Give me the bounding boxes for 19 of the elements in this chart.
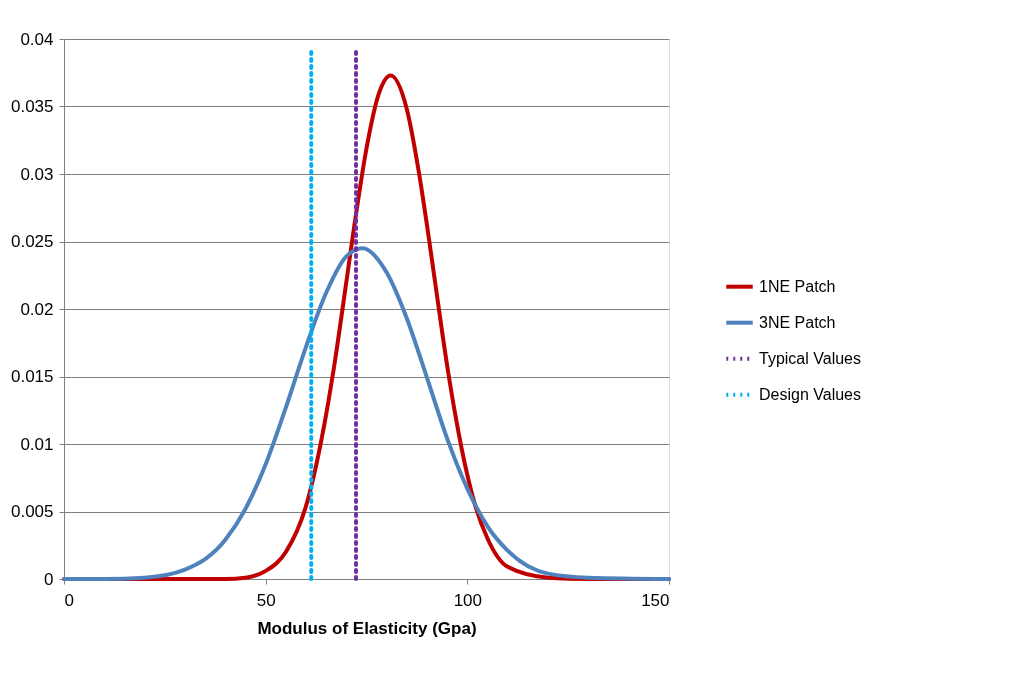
legend-label: 3NE Patch	[759, 313, 836, 331]
y-tick-label: 0.04	[20, 29, 54, 49]
y-tick-label: 0.01	[20, 434, 54, 454]
x-tick-label: 0	[64, 590, 74, 610]
y-tick-label: 0.015	[10, 367, 54, 386]
y-tick-label: 0	[44, 569, 54, 589]
x-tick-label: 150	[641, 590, 670, 610]
y-tick-label: 0.025	[10, 232, 54, 251]
line-series	[62, 246, 671, 581]
legend-label: Design Values	[759, 385, 861, 403]
y-tick-label: 0.035	[10, 97, 54, 116]
x-axis-title: Modulus of Elasticity (Gpa)	[257, 618, 477, 638]
y-tick-label: 0.005	[10, 502, 54, 521]
legend-label: 1NE Patch	[759, 277, 836, 295]
x-tick-label: 100	[453, 590, 483, 610]
y-tick-label: 0.02	[20, 299, 54, 319]
legend-label: Typical Values	[759, 349, 861, 367]
x-tick-label: 50	[256, 590, 276, 610]
y-tick-label: 0.03	[20, 164, 54, 184]
